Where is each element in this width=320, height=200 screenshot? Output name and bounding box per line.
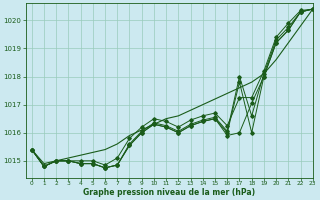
X-axis label: Graphe pression niveau de la mer (hPa): Graphe pression niveau de la mer (hPa) [83,188,255,197]
